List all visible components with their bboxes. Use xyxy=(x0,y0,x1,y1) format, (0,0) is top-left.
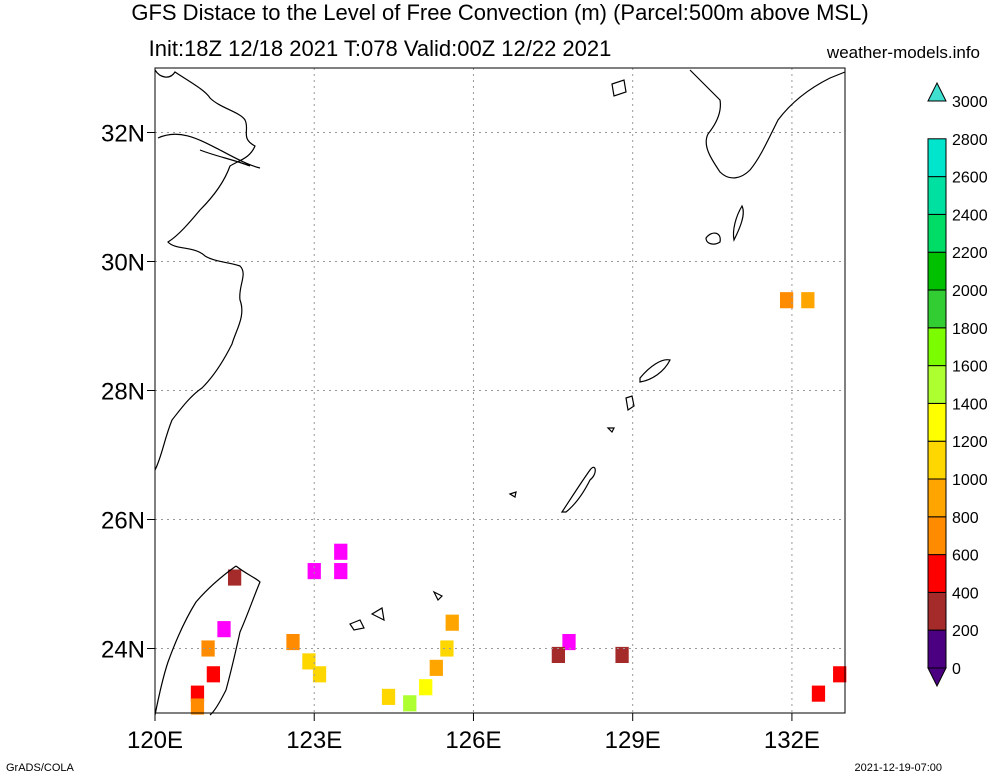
miyako-island xyxy=(349,619,365,631)
lfc-cell xyxy=(206,666,221,683)
colorbar-level-label: 200 xyxy=(952,623,979,640)
lfc-cell xyxy=(286,633,300,651)
lfc-cell xyxy=(833,666,847,683)
china-coast xyxy=(154,69,256,471)
colorbar-level-label: 1800 xyxy=(952,321,988,338)
lfc-cell xyxy=(419,679,433,696)
yaeyama-small xyxy=(432,590,444,602)
colorbar-swatch xyxy=(927,554,947,593)
lfc-distance-cells xyxy=(190,292,847,715)
map-title-line2: Init:18Z 12/18 2021 T:078 Valid:00Z 12/2… xyxy=(148,36,612,61)
footer-timestamp-label: 2021-12-19-07:00 xyxy=(854,762,942,774)
lfc-cell xyxy=(201,640,215,657)
okinawa-island xyxy=(560,466,596,513)
colorbar-level-label: 2400 xyxy=(952,207,988,224)
taiwan-coast xyxy=(154,565,261,716)
colorbar-swatch xyxy=(927,591,947,631)
colorbar-swatch xyxy=(927,402,947,442)
colorbar-level-label: 2000 xyxy=(952,283,988,300)
lon-tick-label: 126E xyxy=(445,727,501,754)
lfc-cell xyxy=(302,653,316,670)
map-title-line1: GFS Distace to the Level of Free Convect… xyxy=(131,0,869,25)
colorbar-level-label: 2200 xyxy=(952,245,988,262)
lon-tick-label: 120E xyxy=(127,727,183,754)
colorbar-level-label: 1200 xyxy=(952,434,988,451)
colorbar-level-label: 600 xyxy=(952,548,979,565)
lat-tick-label: 30N xyxy=(101,250,145,277)
tanegashima-island xyxy=(732,204,744,242)
colorbar-swatch xyxy=(927,213,947,253)
colorbar-swatch xyxy=(927,251,947,291)
small-island-1 xyxy=(625,395,635,412)
footer-software-label: GrADS/COLA xyxy=(6,762,74,774)
lfc-cell xyxy=(440,640,454,657)
lfc-cell xyxy=(227,569,242,586)
lfc-cell xyxy=(445,614,459,631)
colorbar-level-label: 3000 xyxy=(952,94,988,111)
colorbar-swatch xyxy=(927,440,947,480)
lat-tick-label: 28N xyxy=(101,379,145,406)
colorbar: 0 200 400 600 800 1000 1200 1400 1600 1800 2000 220… xyxy=(927,81,988,688)
colorbar-swatch xyxy=(927,327,947,367)
colorbar-swatch xyxy=(927,516,947,556)
kyushu-coast xyxy=(689,69,846,179)
lat-tick-label: 32N xyxy=(101,121,145,148)
lat-tick-label: 26N xyxy=(101,508,145,535)
lfc-cell xyxy=(562,633,576,651)
lfc-cell xyxy=(190,685,205,702)
colorbar-swatch xyxy=(927,478,947,518)
lfc-cell xyxy=(381,688,396,705)
lat-tick-label: 24N xyxy=(101,637,145,664)
colorbar-level-label: 1000 xyxy=(952,472,988,489)
yakushima-island xyxy=(705,232,721,245)
coastlines xyxy=(154,69,846,716)
goto-islands xyxy=(611,79,627,97)
colorbar-level-label: 1400 xyxy=(952,396,988,413)
colorbar-min-arrow xyxy=(927,667,947,688)
lon-tick-label: 132E xyxy=(764,727,820,754)
colorbar-swatch xyxy=(927,138,947,178)
lfc-cell xyxy=(779,292,794,309)
colorbar-level-label: 1600 xyxy=(952,359,988,376)
lfc-cell xyxy=(190,698,205,715)
colorbar-level-label: 2600 xyxy=(952,170,988,187)
lfc-cell xyxy=(551,646,566,664)
lfc-cell xyxy=(801,292,815,309)
colorbar-level-label: 800 xyxy=(952,510,979,527)
colorbar-level-label: 400 xyxy=(952,585,979,602)
lfc-cell xyxy=(334,563,348,580)
small-island-3 xyxy=(508,491,517,498)
lfc-cell xyxy=(429,659,443,676)
lfc-cell xyxy=(811,685,826,702)
yangtze-estuary xyxy=(157,133,261,169)
lfc-cell xyxy=(334,543,348,560)
colorbar-max-arrow xyxy=(927,81,947,102)
small-island-2 xyxy=(606,427,615,434)
lon-tick-label: 129E xyxy=(605,727,661,754)
axis-ticks: 120E 123E 126E 129E 132E 24N 26N 28N 30N 32N xyxy=(101,121,820,755)
lfc-cell xyxy=(615,646,629,664)
lfc-cell xyxy=(307,563,321,580)
ishigaki-island xyxy=(370,607,385,622)
map-gridlines xyxy=(154,68,845,713)
lfc-cell xyxy=(403,695,417,712)
source-site-label: weather-models.info xyxy=(826,43,980,62)
colorbar-swatch xyxy=(927,176,947,215)
lon-tick-label: 123E xyxy=(286,727,342,754)
colorbar-swatch xyxy=(927,365,947,404)
colorbar-swatch xyxy=(927,289,947,329)
colorbar-swatch xyxy=(927,629,947,669)
colorbar-level-label: 2800 xyxy=(952,132,988,149)
colorbar-level-label: 0 xyxy=(952,661,961,678)
lfc-cell xyxy=(217,621,231,638)
amami-island xyxy=(639,359,671,383)
lfc-cell xyxy=(312,666,327,683)
